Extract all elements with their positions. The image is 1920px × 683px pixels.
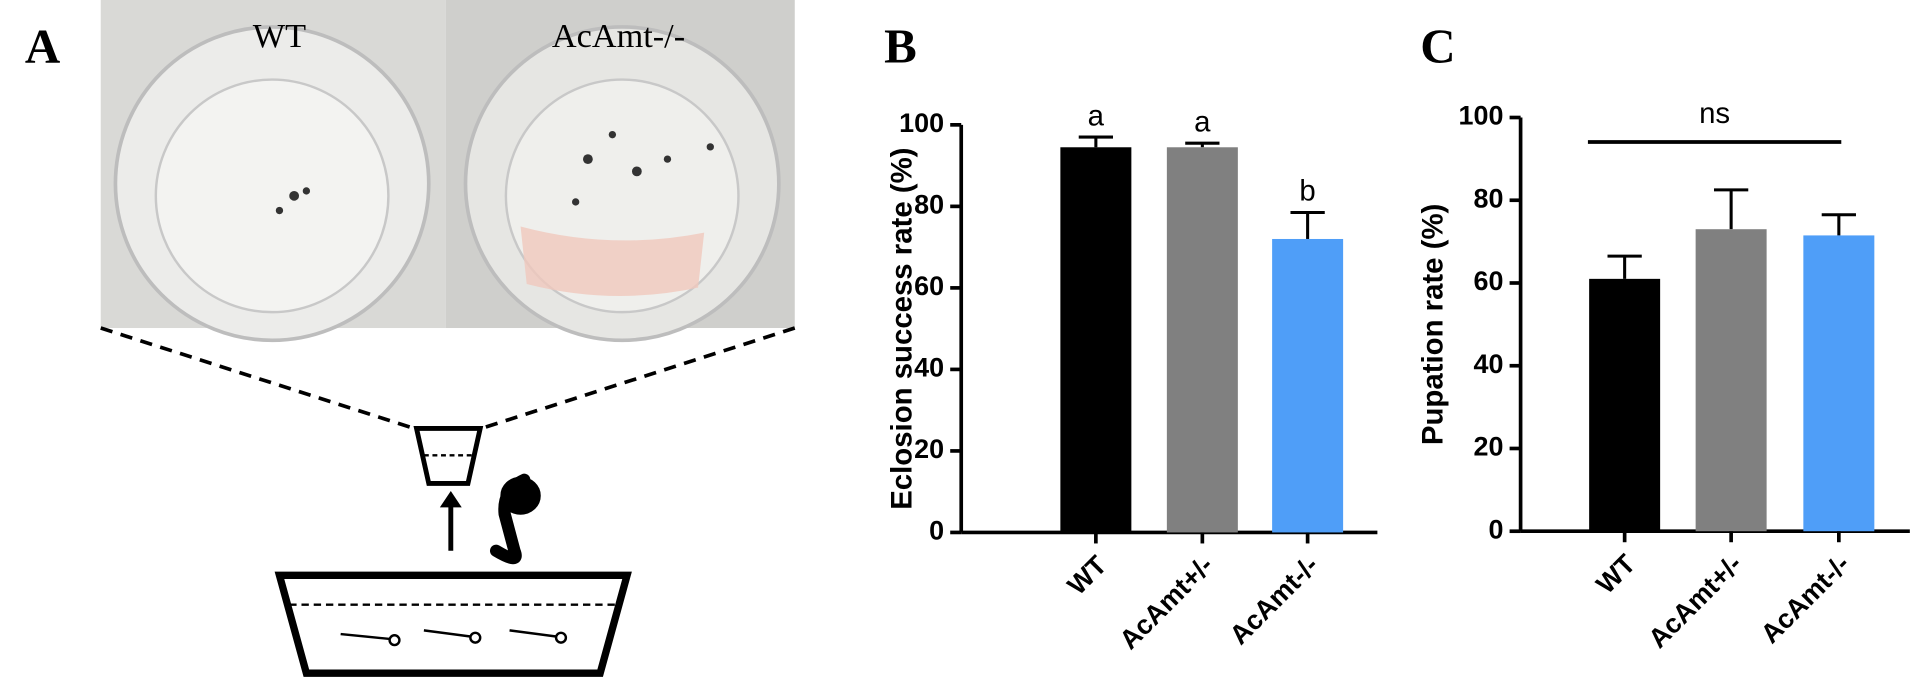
bar bbox=[1166, 147, 1238, 533]
x-tick-label: AcAmt-/- bbox=[1224, 550, 1324, 650]
y-tick-label: 60 bbox=[914, 271, 944, 301]
photo bbox=[100, 0, 795, 343]
panel-label: C bbox=[1420, 19, 1455, 74]
x-tick-label: AcAmt+/- bbox=[1642, 549, 1747, 654]
significance-label: a bbox=[1194, 105, 1211, 138]
x-tick-label: WT bbox=[1590, 548, 1641, 599]
schematic bbox=[100, 326, 796, 677]
y-axis-label: Pupation rate (%) bbox=[1417, 204, 1450, 445]
y-tick-label: 0 bbox=[929, 516, 944, 546]
bar bbox=[1803, 235, 1875, 532]
photo-label: WT bbox=[253, 17, 306, 55]
y-tick-label: 100 bbox=[899, 108, 944, 138]
bar bbox=[1272, 238, 1344, 533]
panel-label: A bbox=[25, 19, 60, 74]
y-tick-label: 100 bbox=[1459, 101, 1504, 131]
y-tick-label: 60 bbox=[1474, 266, 1504, 296]
bar bbox=[1060, 147, 1132, 533]
y-tick-label: 20 bbox=[1474, 432, 1504, 462]
panel-label: B bbox=[884, 19, 917, 74]
significance-label: a bbox=[1088, 99, 1105, 132]
bar bbox=[1589, 278, 1661, 532]
y-tick-label: 80 bbox=[1474, 183, 1504, 213]
y-tick-label: 20 bbox=[914, 434, 944, 464]
x-tick-label: WT bbox=[1062, 549, 1113, 600]
significance-label: b bbox=[1299, 175, 1315, 208]
x-tick-label: AcAmt-/- bbox=[1755, 549, 1855, 649]
annotation: ns bbox=[1699, 97, 1730, 130]
bar bbox=[1695, 229, 1767, 532]
y-tick-label: 0 bbox=[1488, 514, 1503, 544]
y-tick-label: 40 bbox=[1474, 349, 1504, 379]
x-tick-label: AcAmt+/- bbox=[1114, 550, 1219, 655]
photo-label: AcAmt-/- bbox=[552, 17, 685, 55]
y-tick-label: 80 bbox=[914, 189, 944, 219]
y-axis-label: Eclosion success rate (%) bbox=[885, 148, 918, 510]
y-tick-label: 40 bbox=[914, 353, 944, 383]
